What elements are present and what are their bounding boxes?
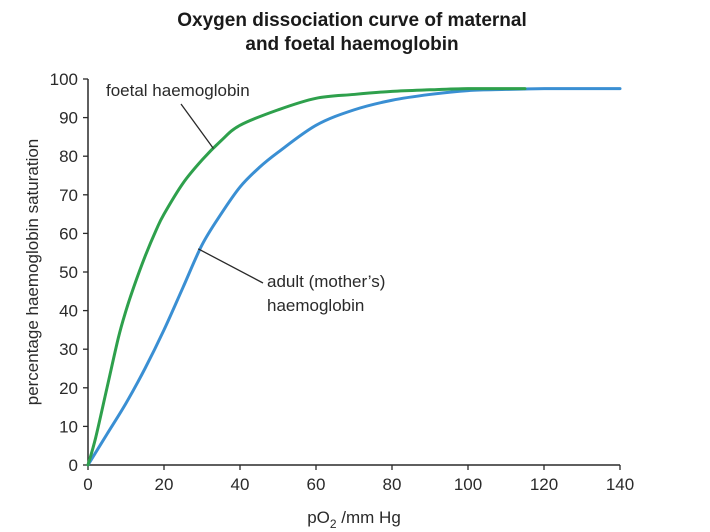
foetal-annotation-leader xyxy=(180,103,214,149)
x-axis-label-subscript: 2 xyxy=(330,517,337,531)
x-axis-label-suffix: /mm Hg xyxy=(337,508,401,527)
y-axis-label: percentage haemoglobin saturation xyxy=(23,139,42,406)
chart-title-line-2: and foetal haemoglobin xyxy=(245,34,458,55)
foetal-annotation-label: foetal haemoglobin xyxy=(106,81,250,100)
y-tick-label: 70 xyxy=(59,186,78,205)
x-tick-label: 140 xyxy=(606,475,634,494)
y-tick-label: 80 xyxy=(59,147,78,166)
adult-annotation-label: adult (mother’s) haemoglobin xyxy=(267,272,390,315)
adult-annotation-line-1: adult (mother’s) xyxy=(267,272,385,291)
x-tick-label: 0 xyxy=(83,475,92,494)
foetal-curve xyxy=(86,87,527,467)
series-group xyxy=(86,87,622,467)
x-tick-label: 100 xyxy=(454,475,482,494)
y-tick-label: 40 xyxy=(59,302,78,321)
x-tick-label: 40 xyxy=(231,475,250,494)
y-tick-label: 60 xyxy=(59,224,78,243)
y-axis-ticks: 0 10 20 30 40 50 60 70 80 90 100 xyxy=(50,70,88,475)
y-tick-label: 30 xyxy=(59,340,78,359)
x-axis-label: pO2 /mm Hg xyxy=(307,508,401,531)
chart-title-line-1: Oxygen dissociation curve of maternal xyxy=(177,10,527,31)
x-tick-label: 120 xyxy=(530,475,558,494)
x-tick-label: 80 xyxy=(383,475,402,494)
adult-annotation-line-2: haemoglobin xyxy=(267,296,364,315)
y-tick-label: 10 xyxy=(59,417,78,436)
x-tick-label: 20 xyxy=(155,475,174,494)
foetal-annotation-line-1: foetal haemoglobin xyxy=(106,81,250,100)
x-axis-ticks: 0 20 40 60 80 100 120 140 xyxy=(83,465,634,494)
y-tick-label: 100 xyxy=(50,70,78,89)
x-axis-label-prefix: pO xyxy=(307,508,330,527)
y-tick-label: 90 xyxy=(59,109,78,128)
x-tick-label: 60 xyxy=(307,475,326,494)
y-tick-label: 0 xyxy=(69,456,78,475)
adult-annotation-leader xyxy=(197,248,264,284)
y-tick-label: 50 xyxy=(59,263,78,282)
y-tick-label: 20 xyxy=(59,379,78,398)
